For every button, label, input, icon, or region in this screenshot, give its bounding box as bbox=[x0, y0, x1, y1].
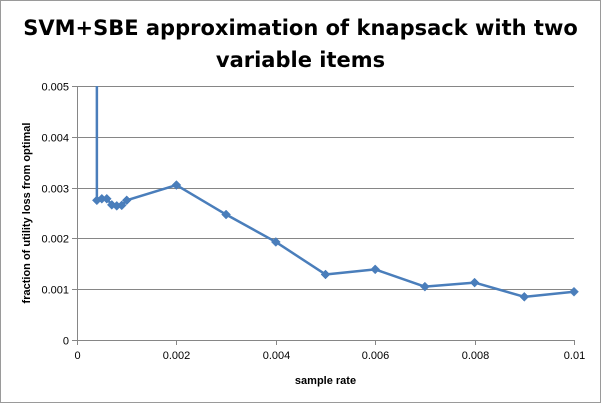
data-point-marker bbox=[101, 193, 112, 204]
series-layer bbox=[95, 86, 574, 299]
y-axis-title: fraction of utility loss from optimal bbox=[21, 123, 33, 304]
data-point-marker bbox=[370, 264, 381, 275]
chart-title: SVM+SBE approximation of knapsack with t… bbox=[23, 16, 578, 72]
x-tick-label: 0.002 bbox=[163, 350, 191, 362]
y-tick-label: 0.001 bbox=[41, 285, 69, 297]
data-point-marker bbox=[569, 286, 579, 297]
data-point-marker bbox=[519, 291, 530, 302]
gridlines bbox=[77, 86, 574, 290]
data-point-marker bbox=[420, 281, 430, 292]
x-tick-labels: 0 0.002 0.004 0.006 0.008 0.01 bbox=[74, 350, 585, 362]
y-tick-labels: 0 0.001 0.002 0.003 0.004 0.005 bbox=[41, 82, 69, 348]
data-point-marker bbox=[469, 277, 480, 288]
data-point-marker bbox=[116, 200, 127, 211]
data-point-marker bbox=[171, 180, 182, 190]
y-tick-label: 0.004 bbox=[41, 133, 69, 145]
series-line bbox=[95, 86, 574, 299]
x-tick-label: 0.006 bbox=[362, 350, 390, 362]
marker-layer bbox=[92, 180, 579, 302]
data-point-marker bbox=[270, 237, 281, 247]
x-tick-label: 0.004 bbox=[263, 350, 291, 362]
data-point-marker bbox=[320, 269, 331, 280]
x-axis-title: sample rate bbox=[295, 375, 356, 387]
y-tick-label: 0.005 bbox=[41, 82, 69, 94]
y-tick-label: 0.003 bbox=[41, 184, 69, 196]
x-tick-label: 0.01 bbox=[564, 350, 585, 362]
y-tick-label: 0 bbox=[63, 336, 69, 348]
data-point-marker bbox=[221, 209, 231, 220]
data-point-marker bbox=[121, 195, 132, 206]
axes bbox=[72, 86, 575, 345]
y-tick-label: 0.002 bbox=[41, 234, 69, 246]
x-tick-label: 0 bbox=[74, 350, 80, 362]
x-tick-label: 0.008 bbox=[462, 350, 490, 362]
